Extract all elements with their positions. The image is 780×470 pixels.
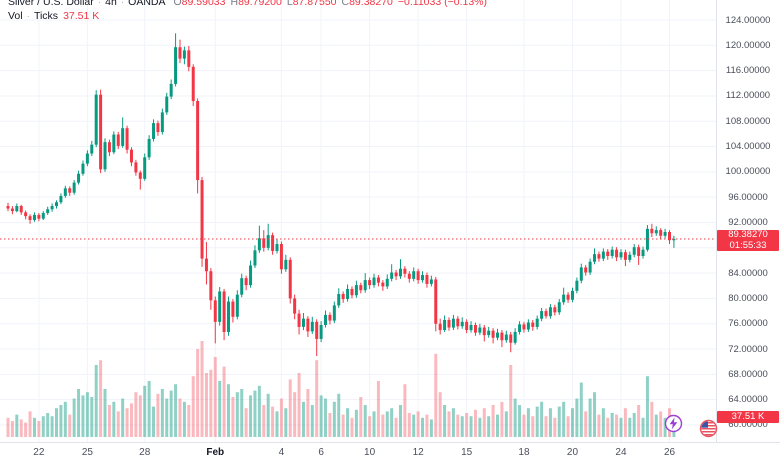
volume-indicator-label[interactable]: Vol	[8, 10, 23, 22]
last-price-badge: 89.38270 01:55:33	[717, 229, 779, 252]
time-tick-label: 18	[518, 447, 530, 458]
time-tick-label: 26	[663, 447, 676, 458]
symbol-row: Silver / U.S. Dollar · 4h · OANDA O89.59033 H8…	[8, 0, 487, 8]
time-tick-label: Feb	[206, 447, 225, 458]
high-label: H	[230, 0, 239, 8]
interval-label[interactable]: 4h	[105, 0, 117, 8]
time-tick-label: 10	[364, 447, 376, 458]
price-tick-label: 120.00000	[725, 39, 771, 51]
time-tick-label: 15	[461, 447, 473, 458]
time-tick-label: 24	[615, 447, 627, 458]
price-tick-label: 80.00000	[728, 292, 768, 304]
price-tick-label: 72.00000	[728, 343, 768, 355]
time-tick-label: 6	[318, 447, 324, 458]
grid	[0, 0, 716, 442]
price-tick-label: 64.00000	[728, 394, 768, 406]
time-tick-label: 25	[81, 447, 93, 458]
volume-indicator-type: Ticks	[33, 10, 59, 22]
time-tick-label: 22	[33, 447, 45, 458]
open-value: 89.59033	[181, 0, 226, 8]
price-tick-label: 76.00000	[728, 318, 768, 330]
us-flag-icon[interactable]	[699, 419, 718, 438]
legend: Silver / U.S. Dollar · 4h · OANDA O89.59033 H8…	[8, 0, 487, 22]
lightning-icon[interactable]	[664, 414, 683, 433]
time-tick-label: 20	[566, 447, 579, 458]
price-tick-label: 116.00000	[725, 65, 771, 77]
high-value: 89.79200	[238, 0, 282, 8]
time-tick-label: 4	[278, 447, 285, 458]
separator: ·	[26, 11, 30, 22]
low-value: 87.87550	[292, 0, 337, 8]
price-tick-label: 60.00000	[728, 419, 768, 431]
price-tick-label: 108.00000	[725, 115, 771, 127]
exchange-label[interactable]: OANDA	[128, 0, 166, 8]
change-value: −0.11033 (−0.13%)	[397, 0, 488, 8]
ohlc-values: O89.59033 H89.79200 L87.87550 C89.38270 −0.1…	[174, 0, 488, 8]
price-tick-label: 112.00000	[725, 90, 771, 102]
separator: ·	[97, 0, 102, 8]
symbol-title[interactable]: Silver / U.S. Dollar	[8, 0, 94, 8]
price-tick-label: 84.00000	[728, 267, 768, 279]
volume-bars	[6, 341, 676, 437]
low-label: L	[286, 0, 293, 8]
volume-badge: 37.51 K	[717, 410, 779, 423]
close-value: 89.38270	[349, 0, 393, 8]
candles	[6, 33, 676, 357]
time-tick-label: 28	[139, 447, 151, 458]
close-label: C	[341, 0, 350, 8]
price-tick-label: 100.00000	[725, 166, 771, 178]
price-tick-label: 68.00000	[728, 368, 768, 380]
bar-countdown: 01:55:33	[729, 239, 767, 251]
price-tick-label: 104.00000	[725, 141, 771, 153]
price-tick-label: 96.00000	[728, 191, 768, 203]
time-axis-border	[0, 442, 780, 443]
price-axis-border	[716, 0, 717, 442]
open-label: O	[173, 0, 182, 8]
last-price-value: 89.38270	[728, 229, 768, 241]
price-tick-label: 92.00000	[728, 217, 768, 228]
time-tick-label: 12	[412, 447, 424, 458]
volume-indicator-value: 37.51 K	[63, 10, 100, 22]
separator: ·	[120, 0, 125, 8]
volume-indicator-row: Vol · Ticks 37.51 K	[8, 10, 487, 22]
price-tick-label: 124.00000	[725, 14, 771, 26]
